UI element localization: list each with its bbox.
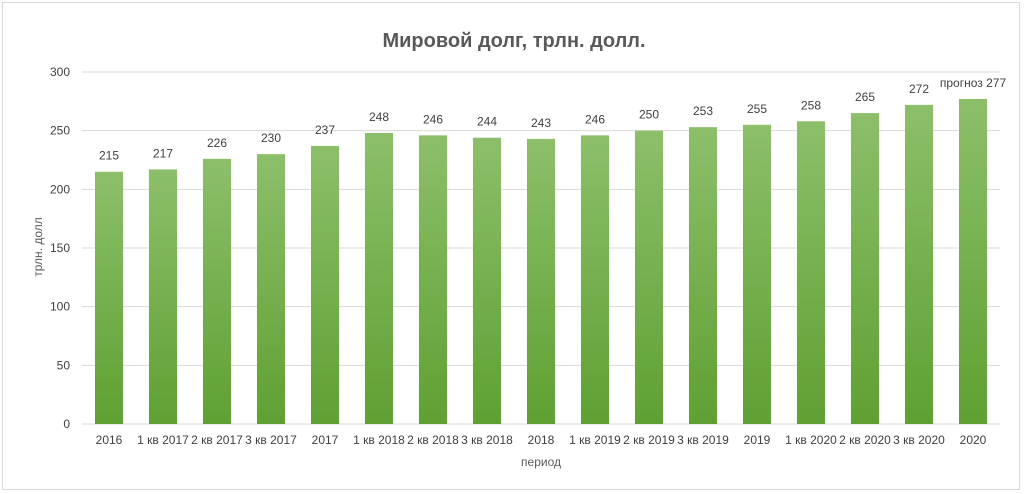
bar [148,169,178,424]
y-tick-label: 150 [50,241,70,255]
bar [742,124,772,425]
bar [580,135,610,425]
x-tick-label: 1 кв 2018 [353,433,405,447]
x-tick-label: 1 кв 2017 [137,433,189,447]
bar [904,104,934,424]
bar [202,158,232,424]
data-label: 237 [315,123,335,137]
x-tick-label: 3 кв 2019 [677,433,729,447]
x-tick-label: 2 кв 2020 [839,433,891,447]
y-axis-ticks: 0 50 100 150 200 250 300 [50,65,70,431]
bar [526,138,556,424]
data-label: 246 [423,112,443,126]
x-tick-label: 3 кв 2018 [461,433,513,447]
data-label: 255 [747,102,767,116]
bar [472,137,502,424]
x-tick-label: 2 кв 2017 [191,433,243,447]
data-label: 250 [639,108,659,122]
x-tick-label: 3 кв 2017 [245,433,297,447]
data-label: 217 [153,146,173,160]
x-tick-label: 2018 [528,433,555,447]
data-label: 230 [261,131,281,145]
data-label: 253 [693,104,713,118]
x-tick-label: 2017 [312,433,339,447]
x-axis-title: период [521,455,561,469]
bar [256,154,286,424]
data-label: 243 [531,116,551,130]
x-tick-label: 1 кв 2020 [785,433,837,447]
bar [850,113,880,425]
y-tick-label: 50 [57,358,71,372]
x-tick-label: 2 кв 2018 [407,433,459,447]
data-label: прогноз 277 [940,76,1007,90]
bar [310,145,340,425]
y-tick-label: 250 [50,124,70,138]
data-label: 265 [855,90,875,104]
data-label: 258 [801,98,821,112]
data-label: 248 [369,110,389,124]
data-label: 244 [477,115,497,129]
bar [418,135,448,425]
data-label: 226 [207,136,227,150]
bar [958,98,988,424]
x-axis-ticks: 2016 1 кв 2017 2 кв 2017 3 кв 2017 2017 1 кв … [96,433,987,447]
y-tick-label: 300 [50,65,70,79]
data-label: 272 [909,82,929,96]
data-label: 246 [585,112,605,126]
bar [94,171,124,424]
y-axis-title: трлн. долл [31,217,45,276]
x-tick-label: 2016 [96,433,123,447]
y-tick-label: 0 [63,417,70,431]
bar [688,127,718,424]
bar [634,130,664,424]
bars [94,98,988,425]
chart-title: Мировой долг, трлн. долл. [382,30,645,52]
x-tick-label: 2020 [960,433,987,447]
x-tick-label: 1 кв 2019 [569,433,621,447]
x-tick-label: 2 кв 2019 [623,433,675,447]
data-labels: 215 217 226 230 237 248 246 244 243 246 250 253 255 2… [99,76,1006,163]
bar [796,121,826,424]
bar [364,133,394,424]
x-tick-label: 3 кв 2020 [893,433,945,447]
x-tick-label: 2019 [744,433,771,447]
y-tick-label: 100 [50,300,70,314]
y-tick-label: 200 [50,182,70,196]
data-label: 215 [99,149,119,163]
